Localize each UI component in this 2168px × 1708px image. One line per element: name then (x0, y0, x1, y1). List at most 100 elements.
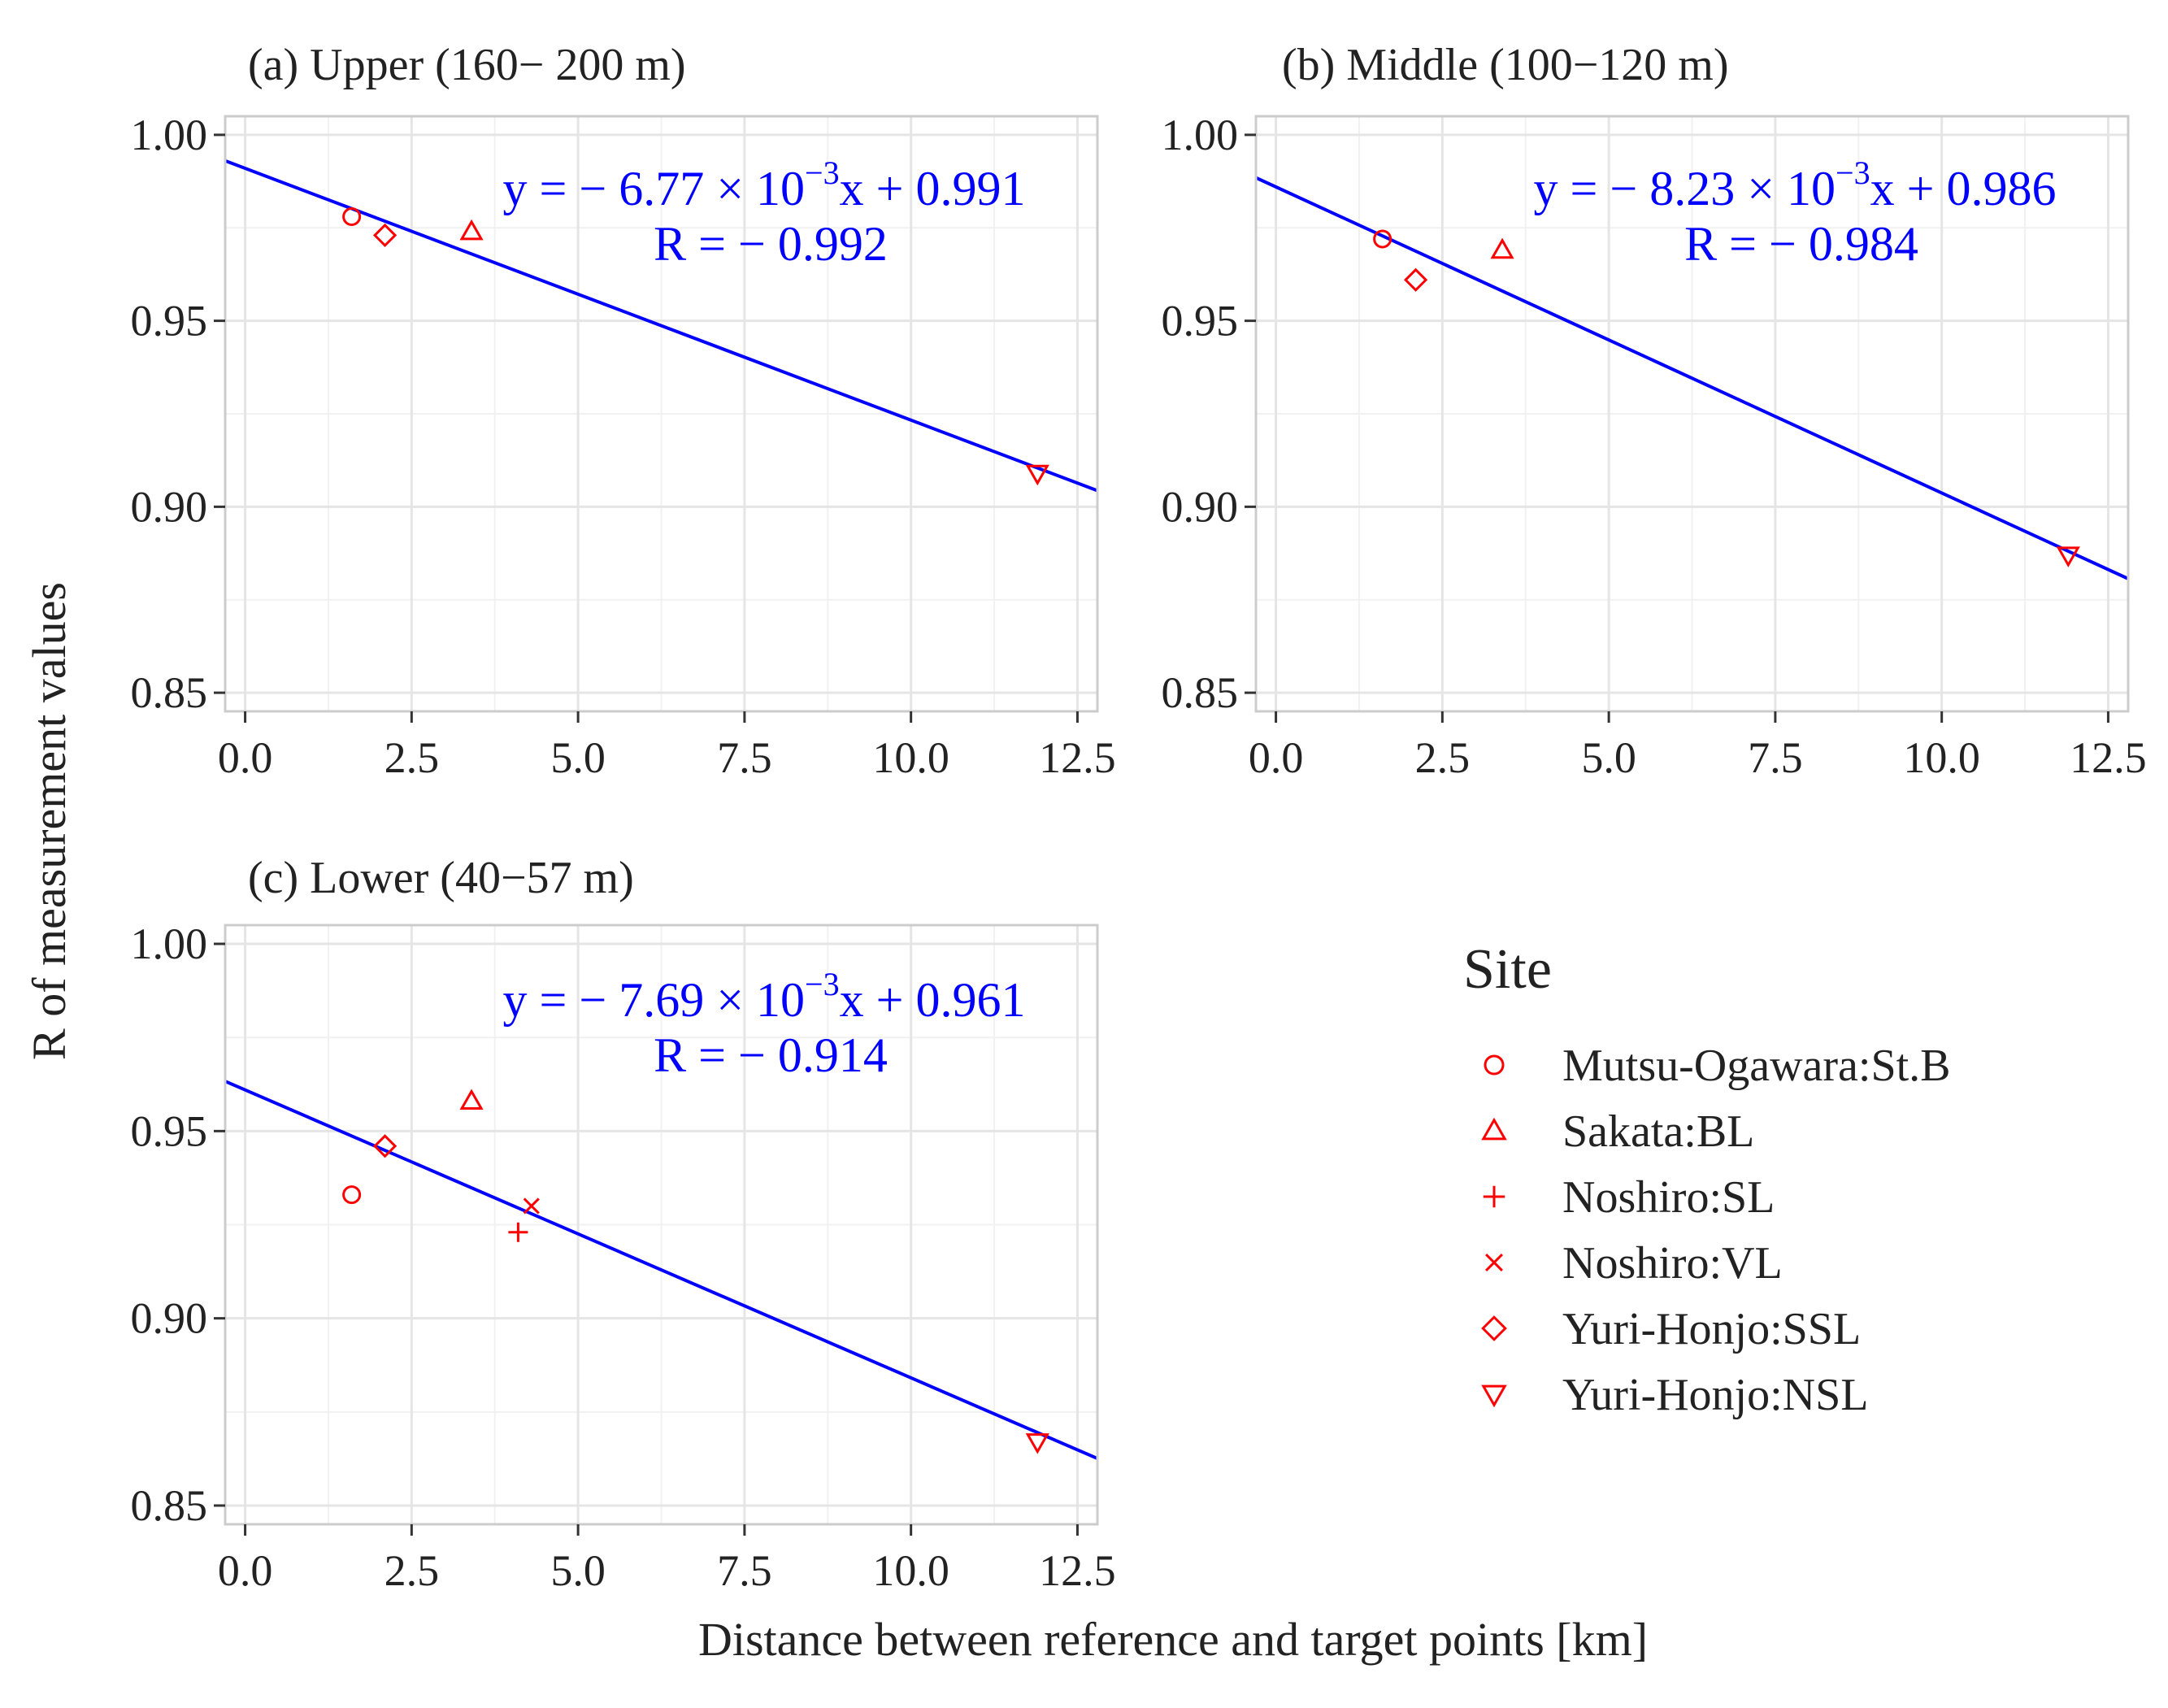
panel-b-point-yuri-honjo-nsl (2056, 546, 2080, 567)
panel-b-eq-suffix: x + 0.986 (1870, 162, 2057, 215)
legend-label-mutsu-ogawara-st-b: Mutsu-Ogawara:St.B (1562, 1041, 1951, 1091)
panel-b-x-tick-label: 10.0 (1903, 733, 1980, 782)
legend-marker-noshiro-vl (1485, 1254, 1503, 1271)
panel-c-border (224, 924, 1099, 1526)
panel-b-point-sakata-bl (1490, 237, 1514, 259)
panel-a-x-tick-label: 7.5 (717, 733, 772, 782)
panel-c-minor-grid (225, 925, 1097, 1524)
panel-c-x-tick-label: 5.0 (550, 1546, 606, 1595)
legend-items: Mutsu-Ogawara:St.B Sakata:BL Noshiro:SL Nos… (1481, 1041, 1951, 1420)
panel-b-y-tick-label: 0.95 (1162, 297, 1239, 346)
panel-a-y-tick-label: 0.85 (131, 668, 208, 717)
panel-c-point-yuri-honjo-nsl (1025, 1433, 1049, 1454)
panel-a-title: (a) Upper (160− 200 m) (248, 40, 686, 90)
panel-c-major-grid (225, 925, 1097, 1524)
panel-a-major-grid (225, 116, 1097, 711)
legend-label-yuri-honjo-nsl: Yuri-Honjo:NSL (1562, 1370, 1868, 1420)
panel-b-title: (b) Middle (100−120 m) (1282, 40, 1729, 90)
panel-c-x-tick-label: 2.5 (385, 1546, 440, 1595)
legend-marker-yuri-honjo-ssl (1481, 1315, 1507, 1341)
panel-c-eq-suffix: x + 0.961 (840, 973, 1026, 1027)
panel-a-x-tick-label: 12.5 (1039, 733, 1116, 782)
panel-c-y-tick-label: 1.00 (131, 919, 208, 968)
panel-b-x-tick-label: 7.5 (1748, 733, 1803, 782)
panel-b-point-mutsu-ogawara-st-b (1373, 229, 1392, 249)
panel-c-equation: y = − 7.69 × 10−3x + 0.961 (503, 966, 1026, 1027)
panel-a-eq-suffix: x + 0.991 (840, 162, 1026, 215)
panel-a-minor-grid (225, 116, 1097, 711)
panel-a-point-yuri-honjo-ssl (372, 223, 398, 248)
panel-a-x-tick-label: 10.0 (872, 733, 949, 782)
panel-c-point-noshiro-sl (508, 1222, 528, 1242)
panel-c: (c) Lower (40−57 m) 0.0 2.5 5.0 7.5 10.0 12.5… (131, 853, 1116, 1595)
panel-c-x-tick-label: 12.5 (1039, 1546, 1116, 1595)
panel-b-x-tick-label: 5.0 (1581, 733, 1636, 782)
panel-c-plot: 0.0 2.5 5.0 7.5 10.0 12.5 0.85 0.90 0.95 1.00 (131, 919, 1116, 1595)
panel-c-x-tick-label: 0.0 (218, 1546, 273, 1595)
panel-c-y-tick-label: 0.85 (131, 1481, 208, 1530)
panel-c-eq-prefix: y = − 7.69 × 10 (503, 973, 806, 1027)
panel-b-x-tick-label: 0.0 (1249, 733, 1304, 782)
panel-b-ticks: 0.0 2.5 5.0 7.5 10.0 12.5 0.85 0.90 0.95 1.00 (1162, 111, 2147, 782)
panel-c-x-tick-label: 7.5 (717, 1546, 772, 1595)
panel-c-title: (c) Lower (40−57 m) (248, 853, 634, 903)
panel-b-y-tick-label: 0.90 (1162, 482, 1239, 531)
panel-a-ticks: 0.0 2.5 5.0 7.5 10.0 12.5 0.85 0.90 0.95 1.00 (131, 111, 1116, 782)
panel-c-r-value: R = − 0.914 (654, 1028, 888, 1082)
panel-c-eq-exp: −3 (805, 966, 840, 1002)
panel-b-plot: 0.0 2.5 5.0 7.5 10.0 12.5 0.85 0.90 0.95 1.00 (1162, 111, 2147, 782)
legend-label-yuri-honjo-ssl: Yuri-Honjo:SSL (1562, 1304, 1861, 1354)
panel-b-point-yuri-honjo-ssl (1403, 267, 1428, 292)
panel-b-points (1373, 229, 2080, 567)
panel-a-equation: y = − 6.77 × 10−3x + 0.991 (503, 154, 1026, 215)
panel-a-x-tick-label: 2.5 (385, 733, 440, 782)
panel-a-x-tick-label: 5.0 (550, 733, 606, 782)
panel-b-fit-line (1256, 176, 2128, 580)
panel-b-y-tick-label: 1.00 (1162, 111, 1239, 159)
panel-a-x-tick-label: 0.0 (218, 733, 273, 782)
panel-a-border (224, 115, 1099, 713)
panel-c-points (342, 1089, 1049, 1454)
panel-a-plot: 0.0 2.5 5.0 7.5 10.0 12.5 0.85 0.90 0.95 1.00 (131, 111, 1116, 782)
panel-c-point-mutsu-ogawara-st-b (342, 1185, 362, 1205)
panel-c-point-sakata-bl (459, 1089, 484, 1110)
panel-b-equation: y = − 8.23 × 10−3x + 0.986 (1534, 154, 2057, 215)
panel-c-point-noshiro-vl (523, 1197, 540, 1215)
legend-label-noshiro-sl: Noshiro:SL (1562, 1172, 1775, 1223)
panel-c-point-yuri-honjo-ssl (372, 1134, 398, 1158)
legend-label-noshiro-vl: Noshiro:VL (1562, 1238, 1783, 1289)
panel-a-y-tick-label: 1.00 (131, 111, 208, 159)
panel-b-eq-prefix: y = − 8.23 × 10 (1534, 162, 1836, 215)
legend-marker-sakata-bl (1481, 1117, 1507, 1141)
panel-b-border (1254, 115, 2130, 713)
panel-c-x-tick-label: 10.0 (872, 1546, 949, 1595)
panel-a-point-sakata-bl (459, 219, 484, 241)
panel-b-x-tick-label: 2.5 (1415, 733, 1471, 782)
panel-a-fit-line (225, 159, 1097, 493)
panel-a-eq-exp: −3 (805, 154, 840, 191)
legend-title: Site (1463, 938, 1552, 1001)
panel-b-y-tick-label: 0.85 (1162, 668, 1239, 717)
x-axis-label: Distance between reference and target po… (698, 1613, 1648, 1666)
panel-a-r-value: R = − 0.992 (654, 217, 888, 271)
panel-b-eq-exp: −3 (1836, 154, 1870, 191)
legend-marker-noshiro-sl (1483, 1185, 1505, 1208)
panel-b-x-tick-label: 12.5 (2070, 733, 2147, 782)
panel-c-ticks: 0.0 2.5 5.0 7.5 10.0 12.5 0.85 0.90 0.95 1.00 (131, 919, 1116, 1595)
panel-b-r-value: R = − 0.984 (1684, 217, 1918, 271)
panel-a-eq-prefix: y = − 6.77 × 10 (503, 162, 806, 215)
panel-a-point-yuri-honjo-nsl (1025, 464, 1049, 486)
legend-label-sakata-bl: Sakata:BL (1562, 1106, 1754, 1157)
panel-a-y-tick-label: 0.90 (131, 482, 208, 531)
legend-marker-yuri-honjo-nsl (1481, 1384, 1507, 1408)
panel-b-minor-grid (1256, 116, 2128, 711)
panel-c-y-tick-label: 0.90 (131, 1294, 208, 1343)
panel-a-point-mutsu-ogawara-st-b (342, 207, 362, 227)
panel-b-major-grid (1256, 116, 2128, 711)
panel-a: (a) Upper (160− 200 m) 0.0 2.5 5.0 7.5 10.0 1… (131, 40, 1116, 782)
panel-c-y-tick-label: 0.95 (131, 1106, 208, 1155)
legend: Site Mutsu-Ogawara:St.B Sakata:BL Noshiro:… (1463, 938, 1951, 1420)
panel-a-y-tick-label: 0.95 (131, 297, 208, 346)
